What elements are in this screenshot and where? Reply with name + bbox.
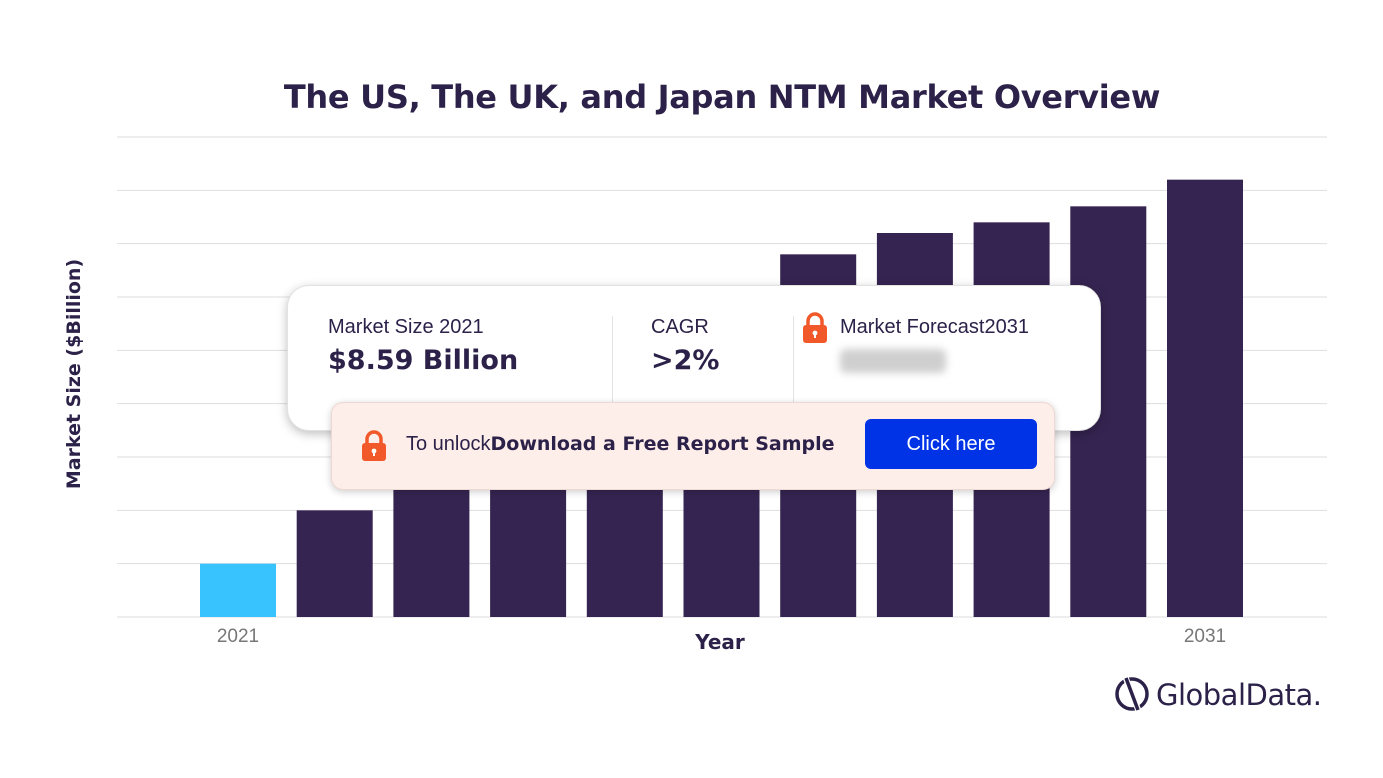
bar-2031 [1167, 179, 1243, 617]
lock-icon [362, 430, 386, 461]
lock-icon [803, 312, 827, 343]
forecast-label: Market Forecast2031 [840, 316, 1029, 338]
card-divider [612, 316, 613, 402]
market-size-label: Market Size 2021 [328, 316, 484, 338]
globaldata-logo: GlobalData. [1112, 674, 1322, 714]
globaldata-logo-icon [1115, 674, 1149, 714]
card-divider [793, 316, 794, 402]
cagr-value: >2% [651, 345, 720, 376]
chart-title: The US, The UK, and Japan NTM Market Ove… [283, 78, 1161, 116]
cagr-label: CAGR [651, 316, 709, 338]
y-axis-label: Market Size ($Billion) [63, 258, 85, 490]
bars [200, 179, 1243, 618]
unlock-prefix: To unlock [406, 433, 491, 455]
x-axis-label: Year [695, 630, 745, 654]
cagr-metric: CAGR >2% [651, 316, 719, 376]
market-size-value: $8.59 Billion [328, 345, 519, 376]
x-tick-label-first: 2021 [216, 626, 260, 647]
click-here-button[interactable]: Click here [865, 419, 1037, 469]
x-tick-label-last: 2031 [1183, 626, 1227, 647]
unlock-message: To unlockDownload a Free Report Sample [406, 433, 835, 456]
unlock-bar: To unlockDownload a Free Report Sample C… [331, 402, 1055, 490]
brand-name: GlobalData. [1156, 678, 1322, 712]
bar-2022 [296, 510, 373, 617]
market-size-metric: Market Size 2021 $8.59 Billion [328, 316, 518, 376]
bar-2021 [200, 563, 276, 617]
forecast-metric: Market Forecast2031 [840, 316, 1029, 378]
unlock-bold-text: Download a Free Report Sample [490, 433, 835, 455]
forecast-value-locked [840, 349, 946, 373]
